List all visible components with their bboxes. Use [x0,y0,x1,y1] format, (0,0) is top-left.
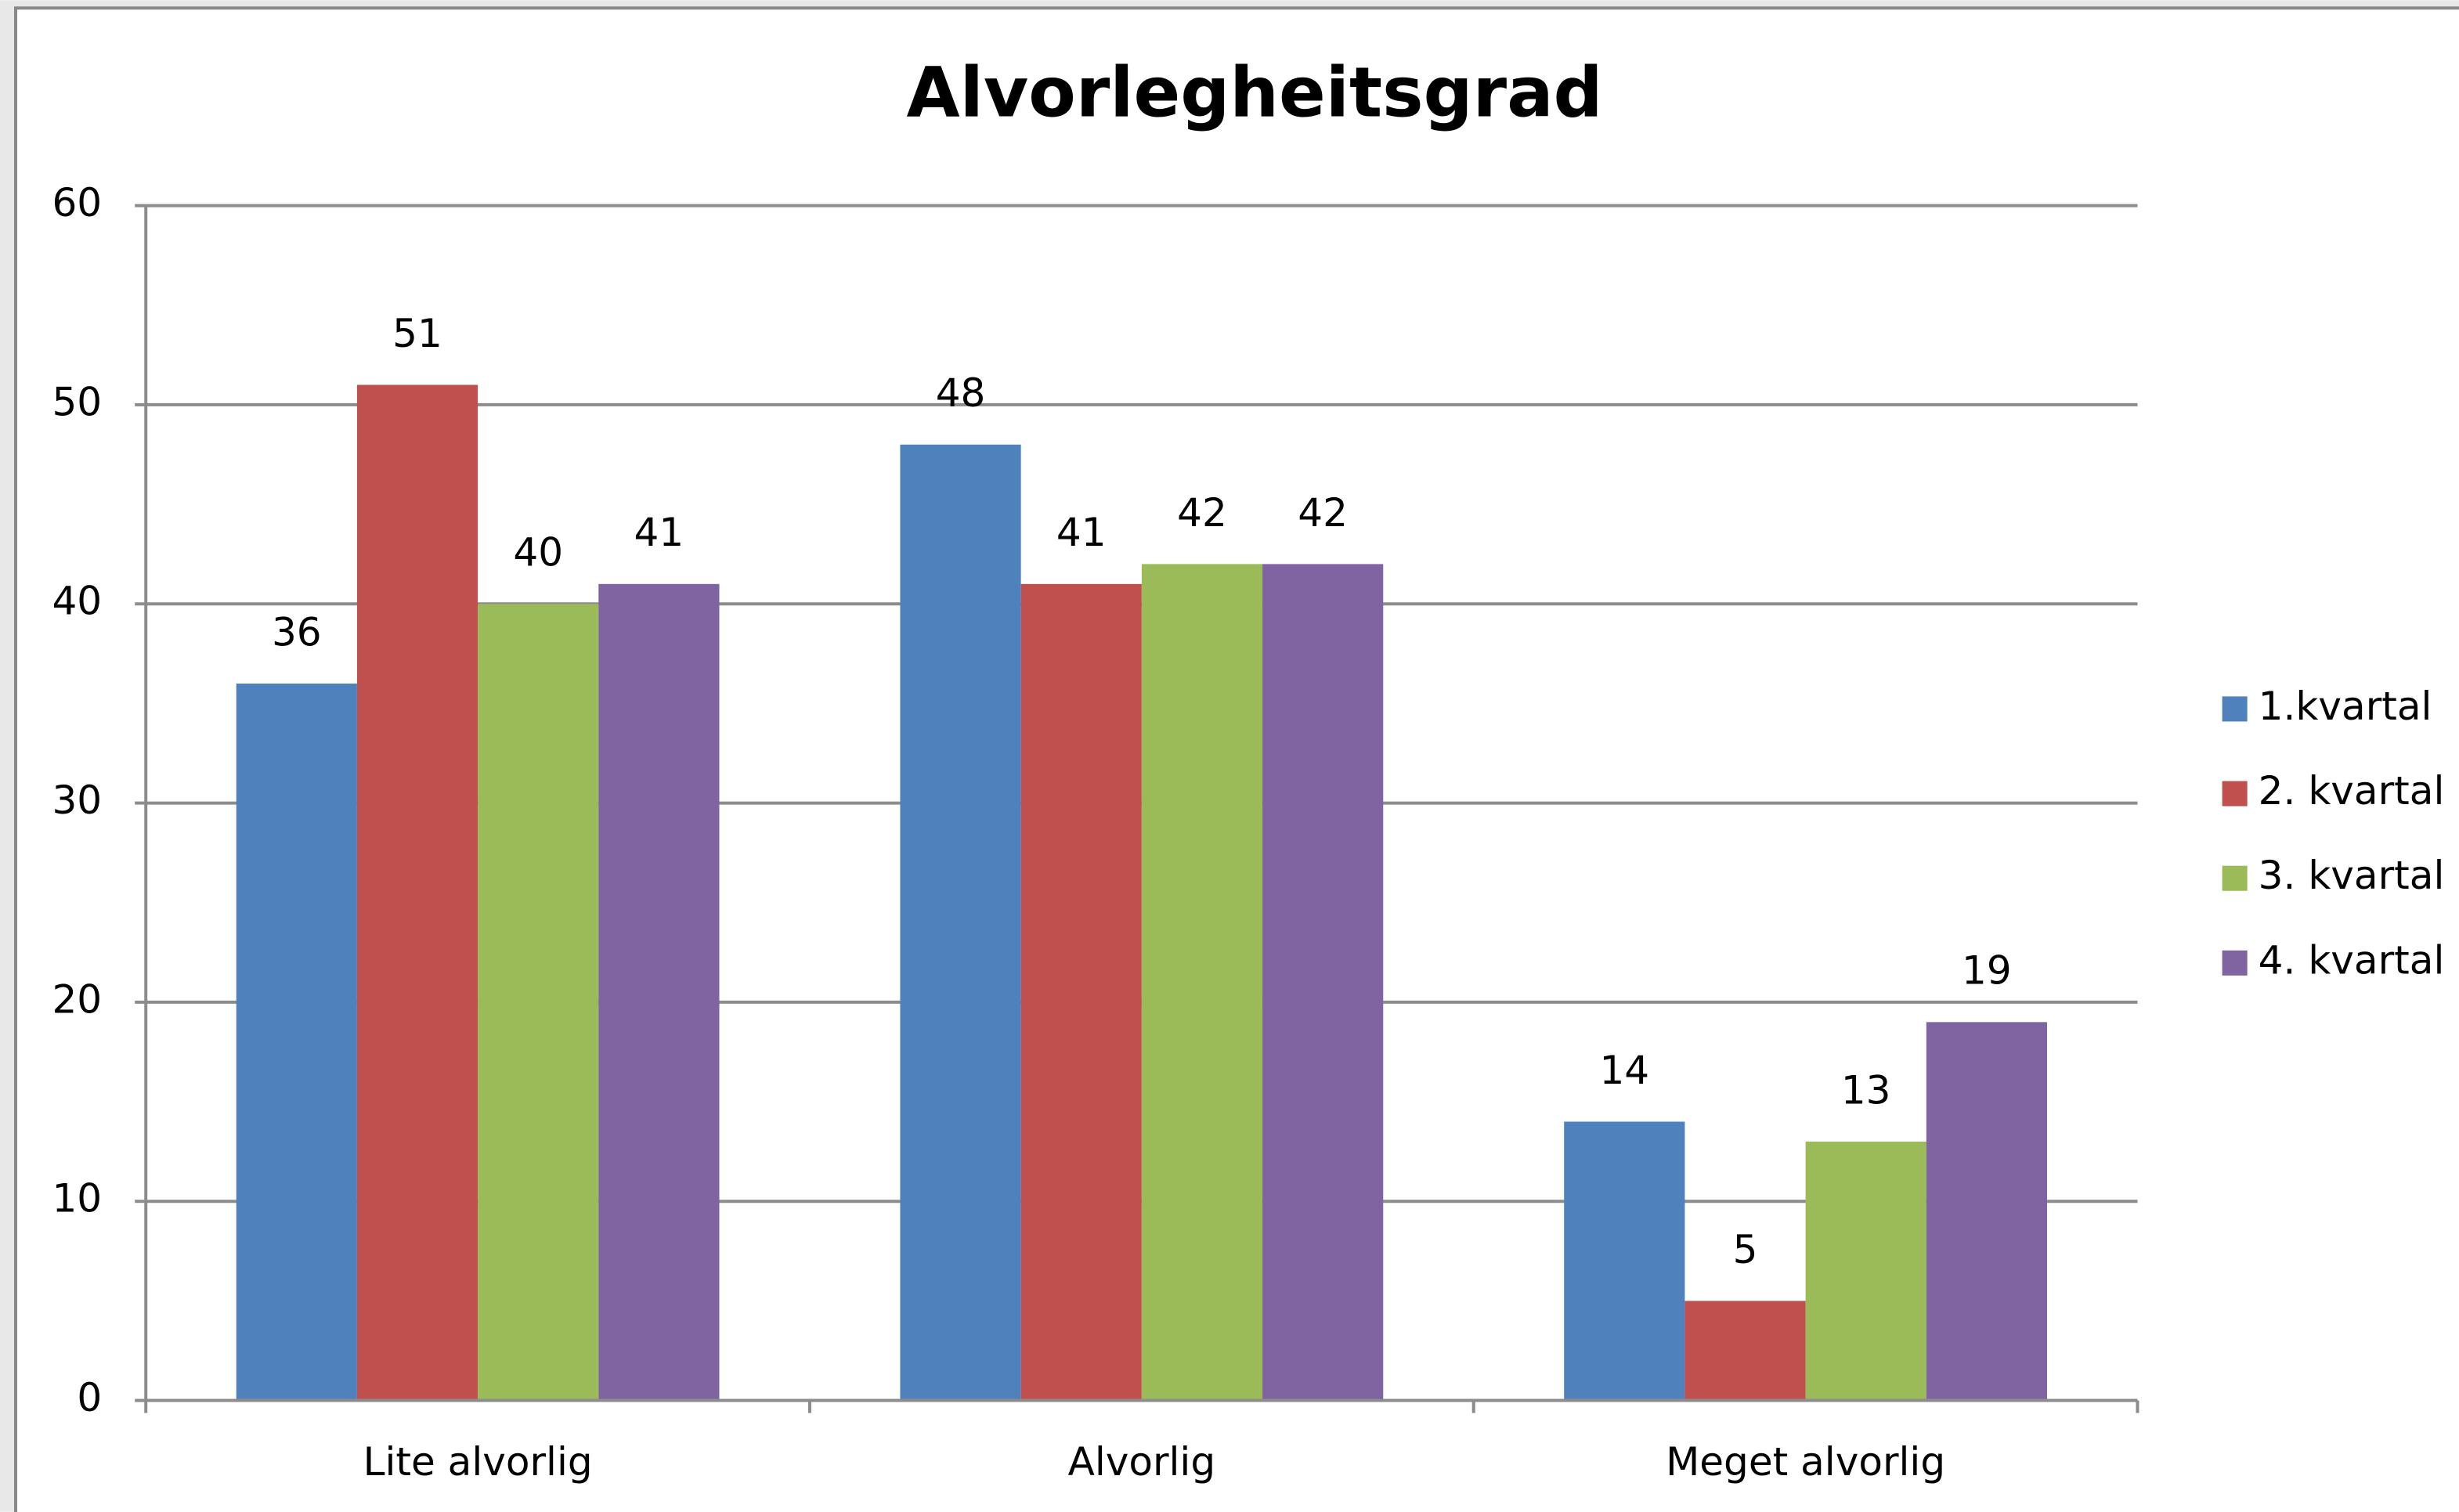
data-label: 5 [1733,1227,1758,1272]
legend-label: 1.kvartal [2259,684,2432,729]
data-label: 41 [634,510,684,555]
bar [1262,564,1384,1401]
bar [1805,1141,1926,1401]
y-tick-label: 40 [52,579,102,624]
legend-swatch [2222,865,2248,891]
bar [478,604,599,1401]
y-tick-label: 60 [52,180,102,226]
bar [1684,1301,1806,1401]
data-label: 19 [1962,948,2012,994]
bar [236,683,357,1401]
chart-title: Alvorlegheitsgrad [906,52,1602,132]
y-tick-label: 0 [77,1375,102,1420]
x-tick-label: Meget alvorlig [1666,1439,1945,1485]
data-label: 51 [392,311,442,356]
x-tick-label: Lite alvorlig [363,1439,593,1485]
data-label: 40 [513,530,563,576]
data-label: 36 [272,609,322,655]
bar [1141,564,1263,1401]
y-tick-label: 10 [52,1176,102,1222]
data-label: 13 [1841,1067,1891,1113]
bar [1020,583,1142,1401]
data-label: 42 [1298,490,1348,536]
data-label: 42 [1177,490,1227,536]
y-tick-label: 20 [52,976,102,1022]
legend-label: 2. kvartal [2259,768,2445,814]
x-tick-label: Alvorlig [1068,1439,1216,1485]
bar [356,384,478,1401]
data-label: 48 [936,370,986,416]
y-tick-label: 30 [52,778,102,823]
bar [1926,1022,2047,1401]
bar [598,583,720,1401]
legend-label: 3. kvartal [2259,853,2445,898]
bar [900,444,1021,1401]
legend-label: 4. kvartal [2259,937,2445,983]
y-tick-label: 50 [52,379,102,424]
data-label: 41 [1056,510,1107,555]
legend-swatch [2222,950,2248,976]
legend-swatch [2222,696,2248,722]
legend-swatch [2222,781,2248,807]
bar [1564,1121,1685,1401]
data-label: 14 [1599,1048,1649,1093]
